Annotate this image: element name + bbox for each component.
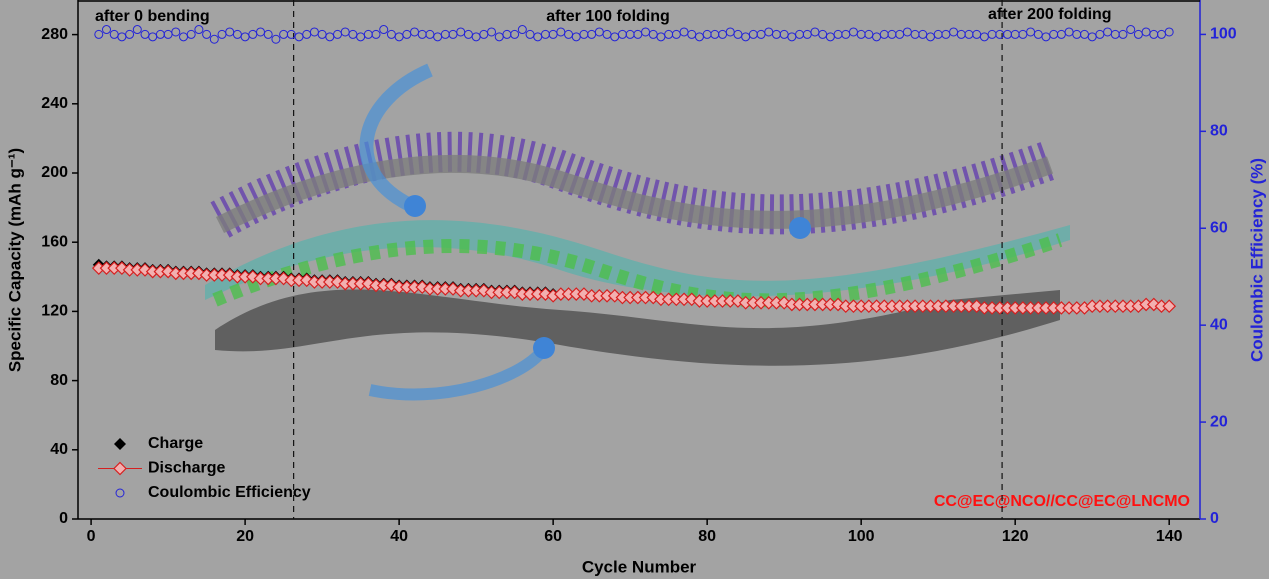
data-point	[517, 25, 527, 35]
data-point	[607, 288, 622, 303]
data-point	[209, 34, 219, 44]
y-tick-label: 80	[50, 372, 68, 389]
data-point	[161, 264, 175, 279]
data-point	[1118, 29, 1128, 39]
data-point	[192, 266, 206, 281]
data-point	[138, 263, 152, 277]
y-tick-label: 240	[41, 95, 68, 112]
data-point	[1164, 27, 1174, 37]
data-point	[487, 27, 497, 37]
x-axis-label: Cycle Number	[582, 557, 697, 576]
y-tick-label: 120	[41, 303, 68, 320]
decoration	[205, 63, 1070, 401]
data-point	[101, 25, 111, 35]
data-point	[577, 287, 591, 301]
y2-tick-label: 100	[1210, 26, 1237, 43]
data-point	[507, 285, 522, 300]
data-point	[1146, 297, 1161, 312]
y-tick-label: 0	[59, 510, 68, 527]
data-point	[222, 268, 237, 282]
data-point	[731, 294, 745, 308]
data-point	[510, 29, 520, 39]
data-point	[415, 280, 430, 295]
annotation: after 100 folding	[546, 8, 670, 25]
legend-marker	[113, 461, 127, 476]
data-point	[202, 29, 212, 39]
x-tick-label: 80	[698, 528, 716, 545]
x-tick-label: 120	[1002, 528, 1029, 545]
y-tick-label: 280	[41, 26, 68, 43]
data-point	[379, 25, 389, 35]
data-point	[263, 29, 273, 39]
data-point	[186, 29, 196, 39]
data-point	[132, 25, 142, 35]
x-tick-label: 140	[1156, 528, 1183, 545]
y2-axis-label: Coulombic Efficiency (%)	[1247, 158, 1266, 362]
legend-label: Charge	[148, 435, 203, 452]
x-tick-label: 100	[848, 528, 875, 545]
data-point	[94, 29, 104, 39]
y2-tick-label: 80	[1210, 123, 1228, 140]
x-tick-label: 60	[544, 528, 562, 545]
data-point	[194, 25, 204, 35]
y-axis-label: Specific Capacity (mAh g⁻¹)	[5, 148, 24, 372]
x-tick-label: 40	[390, 528, 408, 545]
y-tick-label: 200	[41, 164, 68, 181]
data-point	[446, 282, 460, 296]
legend-marker	[115, 488, 125, 498]
data-point	[1162, 299, 1177, 314]
data-point	[384, 278, 399, 293]
annotation: after 0 bending	[95, 8, 210, 25]
data-point	[538, 287, 553, 301]
annotation: after 200 folding	[988, 6, 1112, 23]
data-point	[125, 29, 135, 39]
data-point	[371, 29, 381, 39]
legend-label: Discharge	[148, 460, 225, 477]
y2-tick-label: 20	[1210, 413, 1228, 430]
y2-tick-label: 0	[1210, 510, 1219, 527]
y2-tick-label: 40	[1210, 316, 1228, 333]
data-point	[271, 34, 281, 44]
legend-marker	[114, 438, 126, 450]
x-tick-label: 20	[236, 528, 254, 545]
data-point	[171, 27, 181, 37]
annotation: CC@EC@NCO//CC@EC@LNCMO	[934, 493, 1190, 510]
data-point	[831, 297, 845, 312]
y-tick-label: 160	[41, 233, 68, 250]
data-point	[476, 283, 491, 298]
y2-tick-label: 60	[1210, 219, 1228, 236]
data-point	[1126, 25, 1136, 35]
legend-label: Coulombic Efficiency	[148, 484, 311, 501]
y-tick-label: 40	[50, 441, 68, 458]
x-tick-label: 0	[87, 528, 96, 545]
